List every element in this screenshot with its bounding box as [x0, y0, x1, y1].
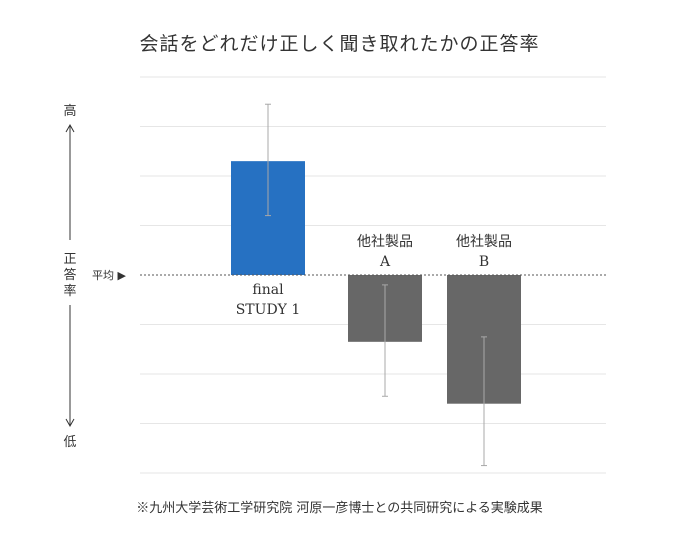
category-label: 他社製品 A	[357, 234, 413, 270]
category-labels: final STUDY 1 他社製品 A 他社製品 B	[236, 234, 512, 318]
category-label: final STUDY 1	[236, 282, 301, 318]
footnote: ※九州大学芸術工学研究院 河原一彦博士との共同研究による実験成果	[136, 501, 543, 516]
chart-title: 会話をどれだけ正しく聞き取れたかの正答率	[139, 33, 540, 55]
error-bars	[265, 103, 487, 467]
y-low-label: 低	[63, 435, 76, 450]
y-axis-title: 正答率	[63, 252, 76, 299]
arrow-up-icon	[65, 123, 75, 133]
y-high-label: 高	[63, 103, 76, 119]
arrow-down-icon	[65, 418, 75, 428]
category-label: 他社製品 B	[456, 234, 512, 270]
baseline-label: 平均 ▶	[92, 269, 126, 282]
